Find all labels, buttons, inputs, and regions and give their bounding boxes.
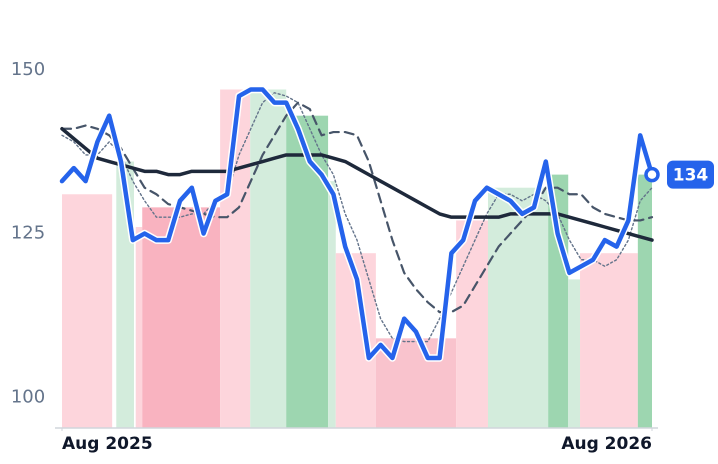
region bbox=[135, 227, 143, 428]
x-tick-label: Aug 2025 bbox=[62, 434, 153, 454]
line-solid bbox=[59, 87, 655, 361]
region bbox=[62, 194, 113, 428]
region bbox=[456, 220, 488, 428]
value-badge bbox=[667, 160, 714, 189]
region bbox=[250, 89, 287, 428]
region bbox=[580, 253, 638, 428]
region bbox=[487, 187, 549, 428]
end-dot bbox=[644, 166, 660, 183]
region bbox=[548, 174, 569, 428]
region bbox=[142, 207, 221, 428]
region bbox=[328, 181, 336, 428]
y-tick-label: 150 bbox=[11, 59, 45, 80]
y-tick-label: 125 bbox=[11, 223, 45, 244]
region bbox=[286, 115, 329, 428]
region bbox=[568, 279, 581, 428]
value-label: 134 bbox=[673, 166, 709, 186]
x-tick-label: Aug 2026 bbox=[561, 434, 652, 454]
region bbox=[637, 174, 652, 428]
y-tick-label: 100 bbox=[11, 386, 45, 407]
